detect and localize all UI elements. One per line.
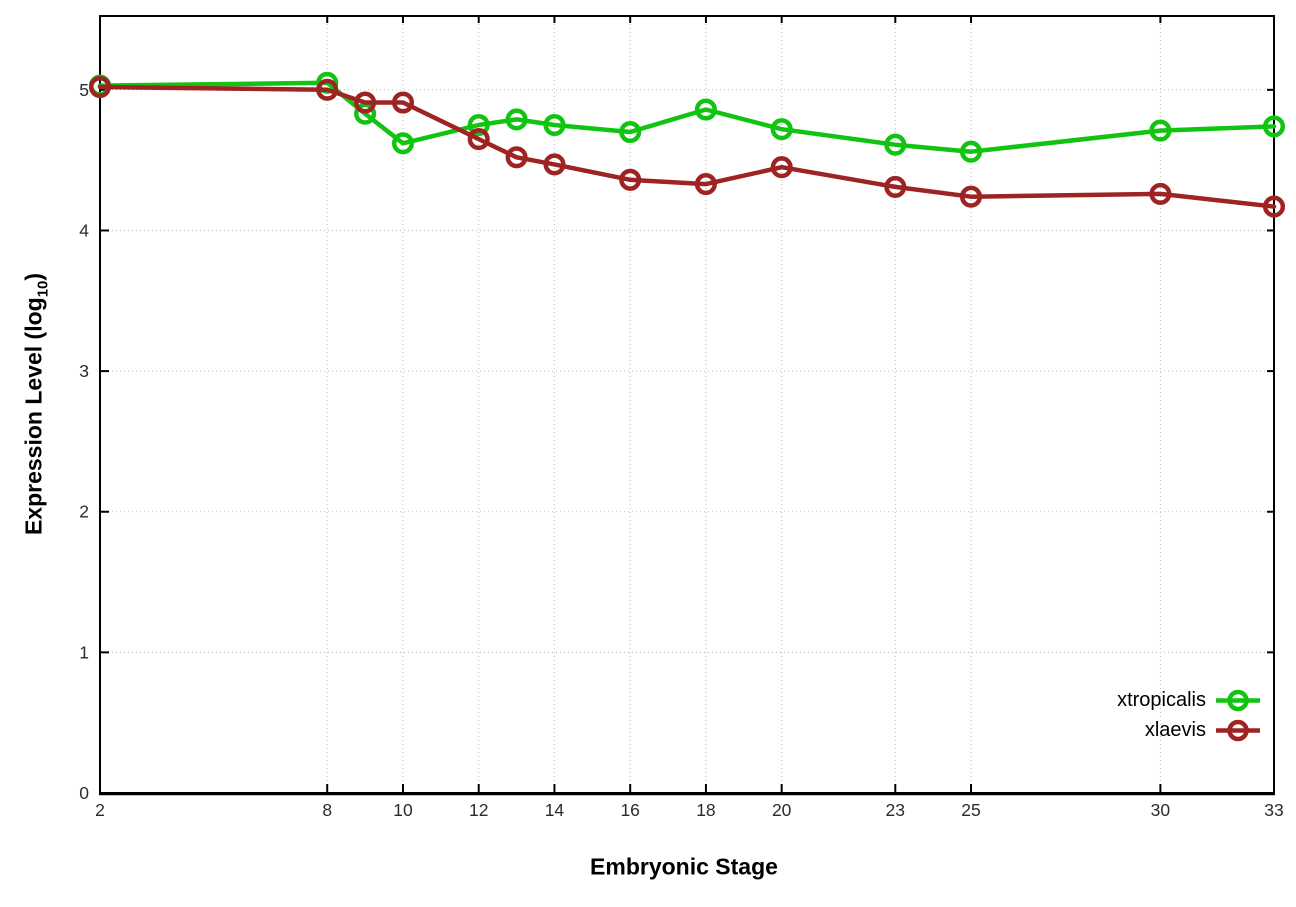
data-point-xlaevis-20: [770, 156, 793, 179]
data-point-xlaevis-10: [391, 91, 415, 114]
xtropicalis-line-marker-icon: [1216, 689, 1260, 712]
x-tick-label-12: 12: [469, 800, 488, 820]
legend-label-xtropicalis: xtropicalis: [1117, 689, 1206, 711]
data-point-xlaevis-14: [543, 153, 566, 176]
x-tick-label-8: 8: [322, 800, 332, 820]
y-axis-title-subscript: 10: [34, 280, 52, 298]
legend-item-xtropicalis: xtropicalis: [1117, 687, 1262, 714]
data-point-xtropicalis-33: [1262, 115, 1286, 138]
y-tick-label-5: 5: [79, 80, 89, 100]
data-point-xtropicalis-20: [770, 118, 793, 141]
x-tick-label-2: 2: [95, 800, 105, 820]
x-tick-label-20: 20: [772, 800, 792, 820]
data-point-xtropicalis-12: [467, 113, 490, 137]
legend: xtropicalis xlaevis: [1117, 687, 1262, 744]
y-axis-title: Expression Level (log10): [21, 273, 52, 535]
y-tick-label-2: 2: [79, 502, 89, 522]
plot-border: [99, 15, 1275, 794]
x-tick-label-23: 23: [886, 800, 905, 820]
data-point-xtropicalis-23: [884, 133, 907, 156]
data-point-xtropicalis-14: [543, 113, 566, 137]
data-point-xlaevis-16: [619, 168, 642, 191]
x-axis-title: Embryonic Stage: [590, 853, 778, 880]
y-tick-label-1: 1: [79, 642, 89, 662]
legend-item-xlaevis: xlaevis: [1117, 717, 1262, 744]
data-point-xtropicalis-25: [959, 140, 983, 163]
x-tick-label-25: 25: [961, 800, 980, 820]
y-axis-title-close: ): [20, 272, 47, 281]
y-tick-label-3: 3: [79, 361, 89, 381]
x-tick-label-14: 14: [545, 800, 565, 820]
data-point-xlaevis-12: [467, 128, 490, 151]
series-line-xlaevis: [97, 84, 1277, 209]
data-point-xlaevis-8: [316, 78, 339, 101]
data-point-xlaevis-25: [959, 185, 983, 208]
y-tick-label-4: 4: [79, 220, 89, 240]
data-point-xtropicalis-16: [619, 120, 642, 144]
xlaevis-line-marker-icon: [1216, 719, 1260, 742]
data-point-xlaevis-9: [354, 91, 377, 114]
series-line-xtropicalis: [97, 80, 1277, 154]
data-point-xtropicalis-13: [505, 108, 528, 131]
y-axis-title-text: Expression Level (log: [20, 297, 47, 536]
data-point-xlaevis-30: [1149, 182, 1172, 205]
data-point-xlaevis-2: [88, 75, 112, 99]
y-tick-label-0: 0: [79, 783, 89, 803]
legend-label-xlaevis: xlaevis: [1144, 719, 1206, 741]
data-point-xlaevis-18: [694, 173, 717, 196]
data-point-xtropicalis-18: [694, 98, 717, 121]
data-point-xlaevis-13: [505, 146, 528, 169]
x-tick-label-33: 33: [1264, 800, 1283, 820]
data-point-xlaevis-33: [1262, 195, 1286, 218]
x-tick-label-16: 16: [620, 800, 639, 820]
data-point-xtropicalis-10: [391, 132, 415, 155]
x-tick-label-10: 10: [393, 800, 413, 820]
data-point-xtropicalis-30: [1149, 119, 1172, 142]
x-tick-label-18: 18: [696, 800, 715, 820]
data-point-xlaevis-23: [884, 175, 907, 198]
data-point-xtropicalis-9: [354, 102, 377, 125]
x-tick-label-30: 30: [1151, 800, 1171, 820]
